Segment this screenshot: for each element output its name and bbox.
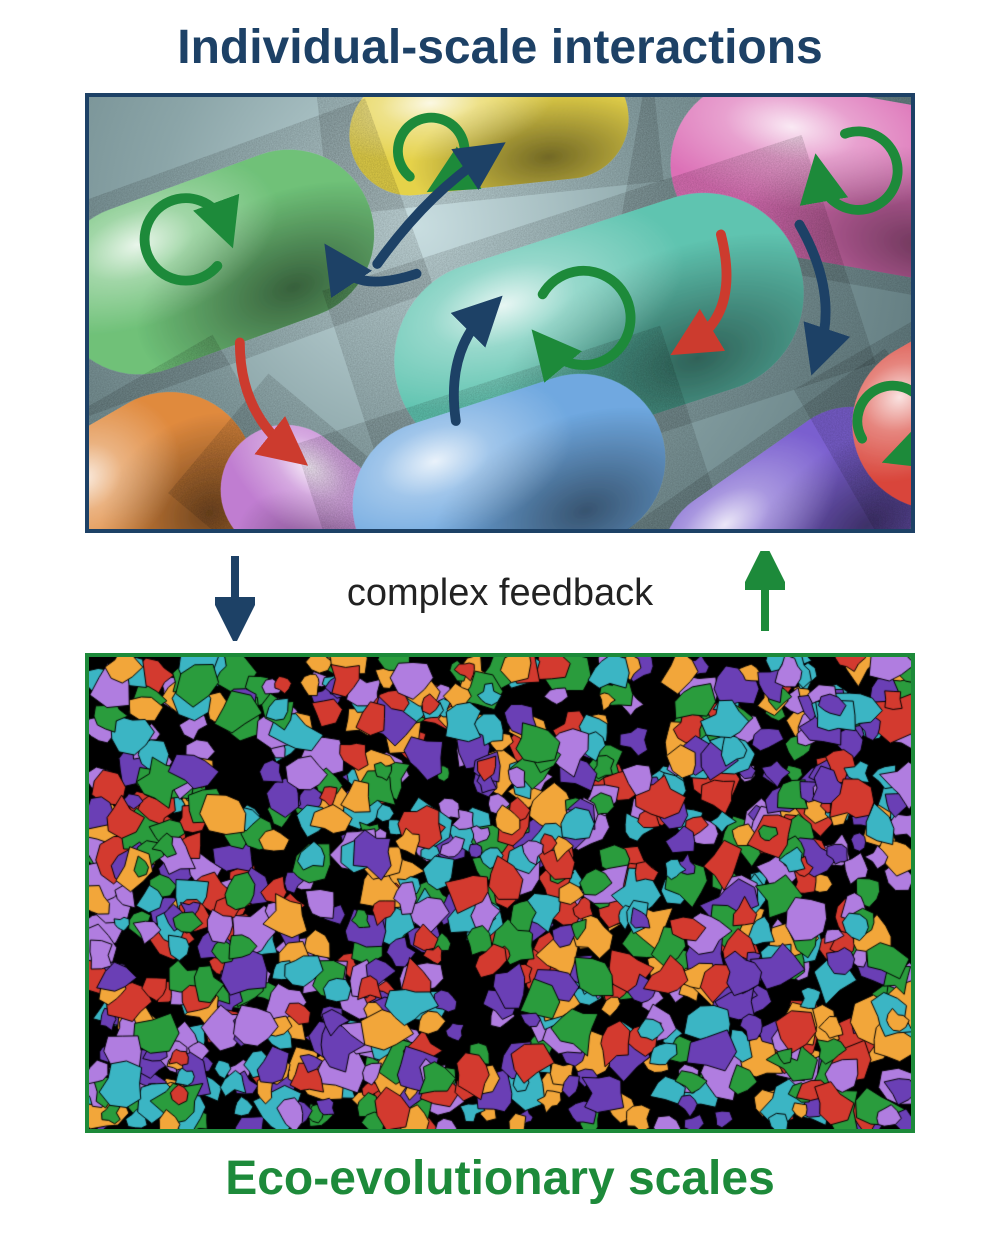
feedback-label: complex feedback: [347, 572, 653, 615]
diagram-container: Individual-scale interactions complex fe…: [85, 20, 915, 1206]
feedback-row: complex feedback: [85, 533, 915, 653]
arrow-up-icon: [745, 551, 785, 641]
eco-evolutionary-panel: [85, 653, 915, 1133]
arrow-down-icon: [215, 551, 255, 641]
title-bottom: Eco-evolutionary scales: [85, 1151, 915, 1206]
cell-yellow: [343, 93, 634, 201]
title-top: Individual-scale interactions: [85, 20, 915, 75]
population-mosaic: [89, 657, 911, 1129]
cell-green: [85, 126, 398, 399]
individual-scale-panel: [85, 93, 915, 533]
